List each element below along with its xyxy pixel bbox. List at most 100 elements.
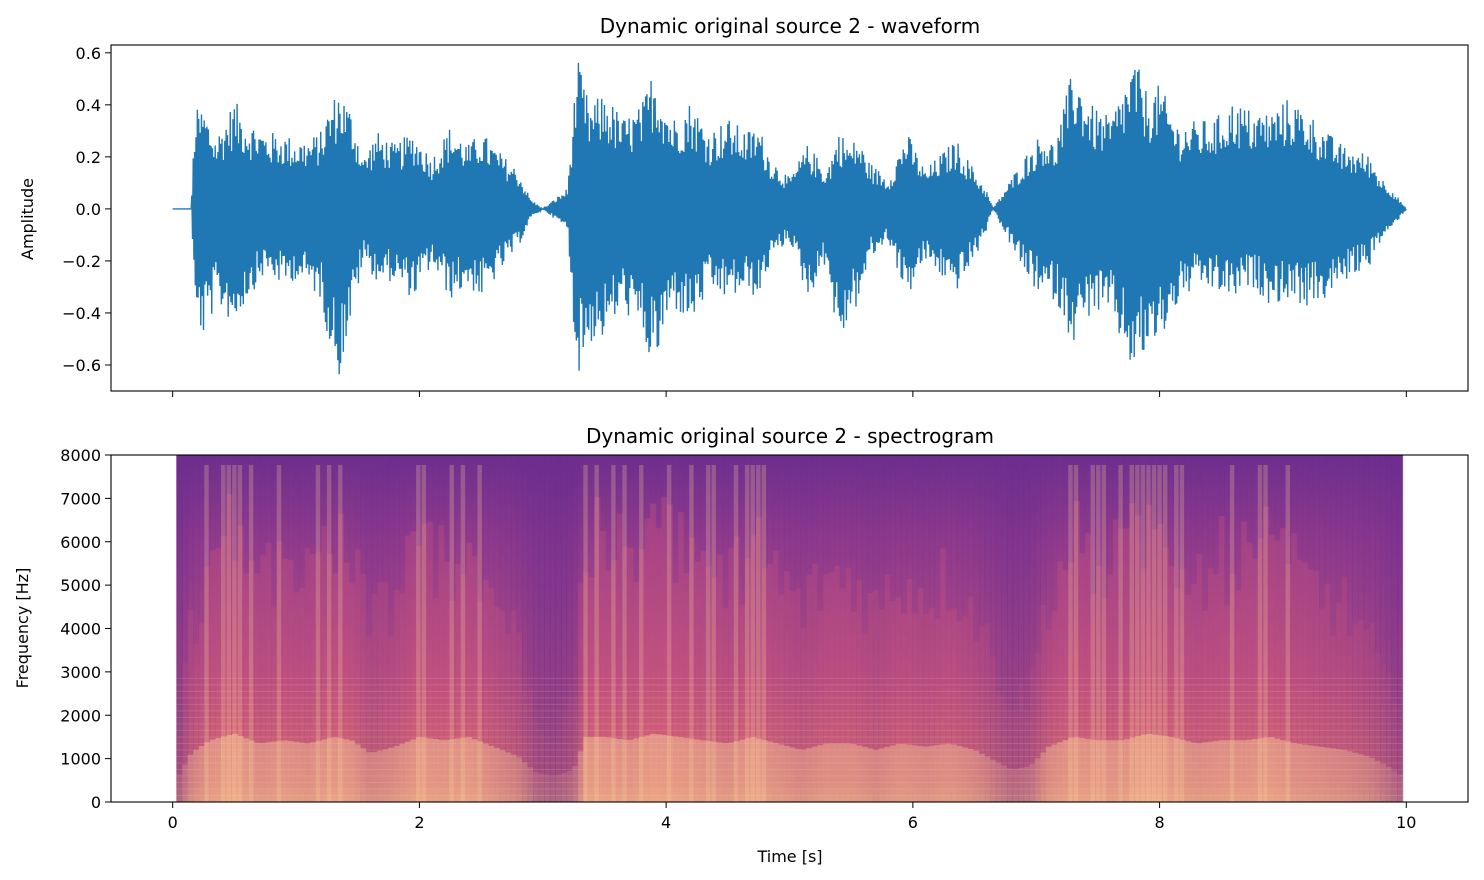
spectrogram-cell [287, 741, 295, 802]
spectrogram-cell [432, 739, 439, 802]
spectrogram-cell [338, 513, 345, 802]
spectrogram-cell [360, 748, 367, 802]
spectrogram-cell [1218, 515, 1225, 802]
spectrogram-y-tick-label: 0 [91, 793, 101, 812]
spectrogram-cell [1112, 519, 1119, 802]
spectrogram-cell [466, 737, 473, 802]
spectrogram-y-tick-label: 4000 [60, 620, 101, 639]
waveform-line [172, 62, 1407, 375]
waveform-y-tick-label: 0.4 [76, 96, 101, 115]
spectrogram-cell [678, 737, 685, 802]
spectrogram-cell [421, 737, 428, 802]
spectrogram-cell [795, 455, 802, 802]
spectrogram-cell [1319, 455, 1326, 802]
spectrogram-cell [237, 455, 244, 802]
spectrogram-cell [1296, 560, 1303, 802]
spectrogram-cell [772, 455, 779, 802]
spectrogram-cell [354, 549, 361, 802]
spectrogram-cell [332, 573, 339, 802]
spectrogram-cell [1118, 740, 1125, 802]
spectrogram-cell [889, 745, 897, 802]
spectrogram-cell [1330, 635, 1337, 802]
spectrogram-cell [310, 742, 317, 802]
spectrogram-cell [544, 774, 551, 802]
spectrogram-cell [767, 741, 774, 802]
spectrogram-cell [733, 741, 740, 802]
spectrogram-cell [817, 745, 824, 802]
waveform-y-tick-label: −0.6 [62, 356, 101, 375]
spectrogram-cell [471, 739, 478, 802]
spectrogram-cell [393, 745, 400, 802]
spectrogram-cell [822, 743, 830, 802]
spectrogram-cell [1045, 455, 1053, 802]
spectrogram-cell [1101, 740, 1108, 802]
spectrogram-cell [299, 742, 306, 802]
spectrogram-cell [1034, 455, 1041, 802]
spectrogram-cell [332, 737, 339, 802]
spectrogram-cell [232, 465, 237, 802]
spectrogram-cell [1018, 682, 1025, 802]
spectrogram-cell [856, 579, 863, 802]
spectrogram-cell [254, 455, 261, 802]
spectrogram-cell [666, 455, 674, 802]
spectrogram-cell [795, 748, 802, 802]
spectrogram-cell [739, 739, 746, 802]
spectrogram-cell [299, 587, 306, 802]
spectrogram-cell [1157, 524, 1164, 802]
spectrogram-cell [616, 455, 623, 802]
spectrogram-cell [633, 581, 640, 802]
spectrogram-cell [951, 744, 958, 802]
spectrogram-cell [616, 513, 623, 802]
spectrogram-x-tick-label: 2 [414, 813, 424, 832]
spectrogram-cell [1151, 529, 1158, 802]
spectrogram-cell [839, 455, 846, 802]
spectrogram-cell [733, 465, 739, 802]
spectrogram-cell [700, 551, 707, 802]
spectrogram-cell [198, 745, 205, 802]
spectrogram-cell [678, 511, 685, 802]
spectrogram-cell [232, 455, 239, 802]
spectrogram-cell [973, 750, 980, 802]
spectrogram-cell [488, 588, 495, 802]
spectrogram-cell [304, 547, 311, 802]
spectrogram-cell [705, 566, 713, 802]
spectrogram-cell [220, 455, 228, 802]
spectrogram-cell [1174, 455, 1181, 802]
spectrogram-cell [209, 455, 216, 802]
spectrogram-cell [181, 662, 189, 802]
spectrogram-x-tick-label: 0 [168, 813, 178, 832]
spectrogram-cell [226, 455, 233, 802]
spectrogram-x-tick-label: 6 [908, 813, 918, 832]
spectrogram-cell [377, 750, 384, 802]
spectrogram-cell [828, 572, 835, 802]
spectrogram-cell [349, 455, 356, 802]
spectrogram-cell [427, 455, 434, 802]
spectrogram-cell [321, 525, 328, 802]
spectrogram-cell [795, 588, 802, 802]
spectrogram-cell [555, 455, 562, 802]
spectrogram-cell [761, 568, 768, 802]
spectrogram-cell [471, 455, 478, 802]
spectrogram-cell [789, 455, 796, 802]
waveform-y-tick-label: 0.0 [76, 200, 101, 219]
spectrogram-cell [455, 563, 462, 802]
spectrogram-cell [1391, 700, 1398, 802]
spectrogram-cell [744, 558, 752, 802]
spectrogram-cell [354, 455, 361, 802]
spectrogram-cell [767, 455, 774, 802]
spectrogram-x-ticks: 0 2 4 6 8 10 [168, 802, 1416, 832]
spectrogram-cell [906, 579, 913, 802]
spectrogram-cell [1084, 532, 1092, 802]
spectrogram-cell [1146, 465, 1151, 802]
spectrogram-cell [1302, 455, 1309, 802]
spectrogram-cell [282, 740, 289, 802]
spectrogram-cell [427, 521, 434, 802]
spectrogram-cell [644, 518, 651, 802]
spectrogram-cell [945, 743, 952, 802]
spectrogram-cell [310, 455, 317, 802]
spectrogram-cell [928, 745, 936, 802]
spectrogram-title: Dynamic original source 2 - spectrogram [586, 424, 994, 448]
spectrogram-cell [1358, 754, 1365, 802]
spectrogram-cell [482, 455, 490, 802]
spectrogram-cell [577, 751, 584, 802]
